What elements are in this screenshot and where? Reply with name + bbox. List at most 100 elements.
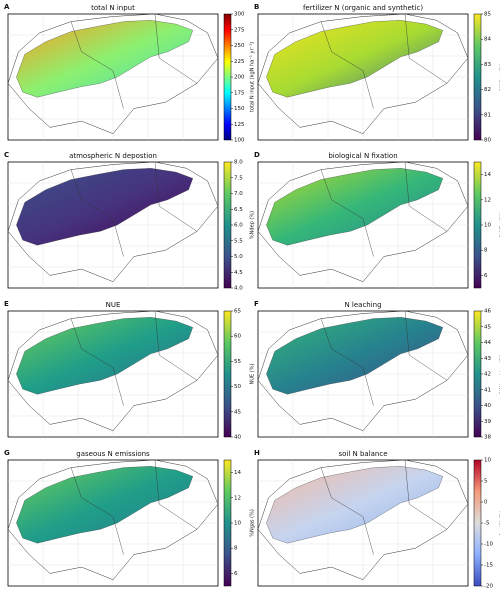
panel-letter: C xyxy=(4,151,9,159)
colorbar-tick-label: 8.0 xyxy=(234,160,243,166)
region-border xyxy=(320,21,374,109)
colorbar xyxy=(473,459,482,587)
colorbar-tick-label: 7.5 xyxy=(234,175,243,181)
colorbar-tick-label: 6 xyxy=(234,571,238,577)
colorbar-tick-label: 40 xyxy=(234,435,241,441)
colorbar-tick-label: 43 xyxy=(484,356,491,362)
colorbar-tick-label: 39 xyxy=(484,419,491,425)
colorbar-tick-label: 41 xyxy=(484,387,491,393)
colorbar-tick-label: 8 xyxy=(234,546,238,552)
colorbar-tick-label: 10 xyxy=(484,458,491,464)
colorbar xyxy=(223,459,232,587)
colorbar xyxy=(223,310,232,438)
map-area xyxy=(266,317,443,395)
colorbar-tick-label: 12 xyxy=(484,197,491,203)
region-border xyxy=(154,459,198,530)
region-border xyxy=(70,467,124,555)
colorbar-tick-label: 42 xyxy=(484,372,491,378)
colorbar-tick-label: 65 xyxy=(234,309,241,315)
colorbar-tick-label: 85 xyxy=(484,12,491,18)
colorbar-tick-label: 4.0 xyxy=(234,286,243,292)
colorbar xyxy=(473,161,482,289)
colorbar-tick-label: 6 xyxy=(484,273,488,279)
region-border xyxy=(70,169,124,257)
colorbar-tick-label: 150 xyxy=(234,106,245,112)
region-border xyxy=(154,310,198,381)
colorbar-tick-label: 6.0 xyxy=(234,223,243,229)
colorbar-tick-label: -10 xyxy=(484,542,493,548)
region-border xyxy=(404,161,448,232)
colorbar-tick-label: 275 xyxy=(234,27,245,33)
colorbar-tick-label: 8 xyxy=(484,248,488,254)
panel-title: soil N balance xyxy=(338,450,387,458)
colorbar-tick-label: 38 xyxy=(484,435,491,441)
colorbar-tick-label: 12 xyxy=(234,495,241,501)
colorbar-label: NUE (%) xyxy=(250,364,256,385)
colorbar-tick-label: 45 xyxy=(234,409,241,415)
panel-title: N leaching xyxy=(344,301,381,309)
panel-title: total N input xyxy=(91,4,135,12)
colorbar-tick-label: 10 xyxy=(484,223,491,229)
colorbar-tick-label: 175 xyxy=(234,90,245,96)
colorbar-tick-label: 14 xyxy=(234,470,241,476)
panel-letter: H xyxy=(254,449,260,457)
colorbar-tick-label: -5 xyxy=(484,521,490,527)
panel-title: gaseous N emissions xyxy=(76,450,150,458)
colorbar-tick-label: 200 xyxy=(234,75,245,81)
colorbar-tick-label: 300 xyxy=(234,12,245,18)
colorbar-label: total N input (kgN ha⁻¹ yr⁻¹) xyxy=(250,42,256,112)
panel-letter: B xyxy=(254,3,259,11)
panel-title: NUE xyxy=(106,301,121,309)
panel-letter: G xyxy=(4,449,10,457)
colorbar xyxy=(223,13,232,141)
colorbar-tick-label: 44 xyxy=(484,340,491,346)
colorbar-tick-label: -20 xyxy=(484,584,493,590)
colorbar-tick-label: 82 xyxy=(484,87,491,93)
colorbar-tick-label: 83 xyxy=(484,62,491,68)
panel-letter: E xyxy=(4,300,9,308)
colorbar-tick-label: 14 xyxy=(484,172,491,178)
region-border xyxy=(257,13,469,134)
region-border xyxy=(7,459,219,580)
panel-title: fertilizer N (organic and synthetic) xyxy=(303,4,423,12)
panel-letter: D xyxy=(254,151,260,159)
region-border xyxy=(404,310,448,381)
map-area xyxy=(16,466,193,544)
region-border xyxy=(7,161,219,282)
colorbar-tick-label: 7.0 xyxy=(234,191,243,197)
region-border xyxy=(70,21,124,109)
map-area xyxy=(16,317,193,395)
colorbar-tick-label: 40 xyxy=(484,403,491,409)
region-border xyxy=(257,459,469,580)
region-border xyxy=(320,467,374,555)
colorbar-tick-label: 5.0 xyxy=(234,254,243,260)
colorbar xyxy=(473,13,482,141)
colorbar xyxy=(223,161,232,289)
colorbar-tick-label: -15 xyxy=(484,563,493,569)
colorbar-tick-label: 80 xyxy=(484,138,491,144)
region-border xyxy=(154,161,198,232)
colorbar-tick-label: 81 xyxy=(484,112,491,118)
region-border xyxy=(320,169,374,257)
panel: E NUE 40 45 50 55 60 65 NUE (%) xyxy=(4,300,256,441)
panel-title: atmospheric N depostion xyxy=(69,152,157,160)
panel-letter: A xyxy=(4,3,10,11)
colorbar-tick-label: 5 xyxy=(484,479,488,485)
colorbar-tick-label: 50 xyxy=(234,384,241,390)
region-border xyxy=(257,310,469,431)
panel: FN leaching383940414243444546%Nleaching … xyxy=(254,300,500,441)
colorbar-label: %Ndep (%) xyxy=(250,211,256,239)
colorbar-tick-label: 6.5 xyxy=(234,207,243,213)
region-border xyxy=(7,310,219,431)
region-border xyxy=(154,13,198,84)
region-border xyxy=(404,459,448,530)
colorbar-tick-label: 10 xyxy=(234,521,241,527)
map-area xyxy=(266,466,443,544)
